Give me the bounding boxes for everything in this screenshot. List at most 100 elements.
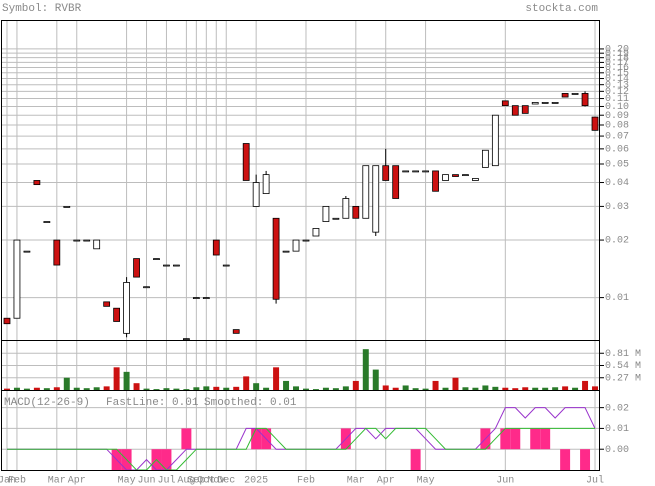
x-tick-label: Feb [8, 475, 26, 486]
volume-bar [372, 369, 379, 390]
candle-body [282, 250, 290, 253]
source: stockta.com [525, 3, 598, 15]
volume-bar [23, 388, 30, 390]
macd-title: MACD(12-26-9) [4, 397, 90, 409]
y-tick-label: 0.81 M [605, 349, 641, 360]
x-tick-label: Apr [68, 476, 86, 486]
y-tick-label: 0.03 [605, 202, 629, 213]
candle-body [312, 228, 320, 237]
y-tick-label: 0.17 [605, 58, 629, 69]
candle-body [103, 301, 111, 307]
volume-bar [63, 377, 70, 390]
volume-bar [13, 387, 20, 390]
candle-body [442, 174, 449, 181]
volume-bar [322, 387, 329, 390]
x-tick-label: Jul [586, 475, 604, 486]
candle-body [392, 165, 400, 199]
candle-body [83, 239, 91, 242]
volume-bar [103, 386, 110, 390]
candle-body [362, 165, 370, 219]
y-tick-label: 0.18 [605, 53, 629, 64]
x-tick-label: Nov [207, 476, 225, 486]
candle-body [123, 282, 130, 334]
frame-layer [1, 20, 600, 471]
candle-body [561, 93, 569, 98]
x-tick-label: Oct [197, 476, 215, 486]
candle-body [551, 102, 559, 104]
candle-body [382, 165, 390, 181]
volume-bar [422, 388, 429, 390]
candle-body [302, 239, 310, 242]
macd-line [6, 427, 596, 471]
macd-histogram-bar [251, 428, 262, 450]
y-tick-label: 0.04 [605, 178, 629, 189]
volume-bar [412, 388, 419, 390]
volume-bar [273, 367, 280, 390]
candle-body [93, 239, 101, 250]
volume-bar [362, 349, 369, 390]
volume-bar [173, 388, 180, 390]
macd-histogram-bar [410, 449, 421, 470]
candle-body [591, 116, 599, 131]
volume-bar [253, 383, 260, 390]
x-tick-label: 2025 [244, 476, 268, 486]
volume-bar [562, 386, 569, 390]
volume-bar [113, 367, 120, 390]
volume-bar [332, 388, 339, 390]
x-tick-label: Apr [377, 476, 395, 486]
x-tick-label: Jul [157, 475, 175, 486]
candle-body [452, 174, 459, 177]
volume-bar [582, 380, 589, 390]
volume-bar [183, 389, 190, 390]
candle-body [153, 258, 160, 260]
candle-body [23, 250, 31, 253]
candle-body [133, 258, 140, 278]
x-tick-label: Mar [48, 476, 66, 486]
macd-histogram-bar [560, 449, 571, 470]
volume-bar [33, 387, 40, 390]
candle-body [113, 307, 121, 322]
x-tick-label: Jun [138, 476, 156, 486]
volume-bar [243, 376, 250, 390]
volume-bar [452, 377, 459, 390]
y-tick-label: 0.13 [605, 80, 629, 91]
macd-frame [1, 390, 600, 471]
volume-bar [432, 380, 439, 390]
candle-body [242, 143, 250, 181]
symbol-title: Symbol: RVBR [2, 3, 82, 15]
candle-body [53, 239, 61, 266]
y-tick-label: 0.11 [605, 94, 629, 105]
x-tick-label: Feb [297, 475, 315, 486]
y-tick-label: 0.01 [605, 424, 629, 435]
y-tick-label: 0.07 [605, 132, 629, 143]
marks-layer [3, 91, 599, 471]
volume-bar [73, 387, 80, 390]
volume-bar [263, 387, 270, 390]
y-tick-label: 0.00 [605, 445, 629, 456]
volume-bar [293, 386, 300, 390]
candle-body [192, 297, 200, 299]
volume-bar [123, 371, 130, 390]
macd-histogram-bar [181, 428, 192, 450]
candle-body [372, 165, 380, 233]
x-tick-label: Dec [217, 476, 235, 486]
volume-bar [133, 383, 140, 390]
y-tick-label: 0.14 [605, 74, 629, 85]
y-tick-label: 0.27 M [605, 373, 641, 384]
x-tick-label: Mar [347, 476, 365, 486]
y-tick-label: 0.01 [605, 293, 629, 304]
y-tick-label: 0.19 [605, 49, 629, 60]
volume-bar [153, 389, 160, 390]
y-tick-label: 0.05 [605, 160, 629, 171]
candle-body [462, 174, 469, 177]
candle-body [43, 221, 51, 223]
y-tick-label: 0.02 [605, 236, 629, 247]
volume-bar [342, 386, 349, 390]
macd-histogram-bar [530, 428, 541, 450]
y-tick-label: 0.10 [605, 102, 629, 113]
candle-body [342, 198, 350, 219]
legend-fastline: FastLine: 0.01 [106, 397, 199, 409]
volume-bar [83, 388, 90, 390]
y-tick-label: 0.20 [605, 45, 629, 56]
